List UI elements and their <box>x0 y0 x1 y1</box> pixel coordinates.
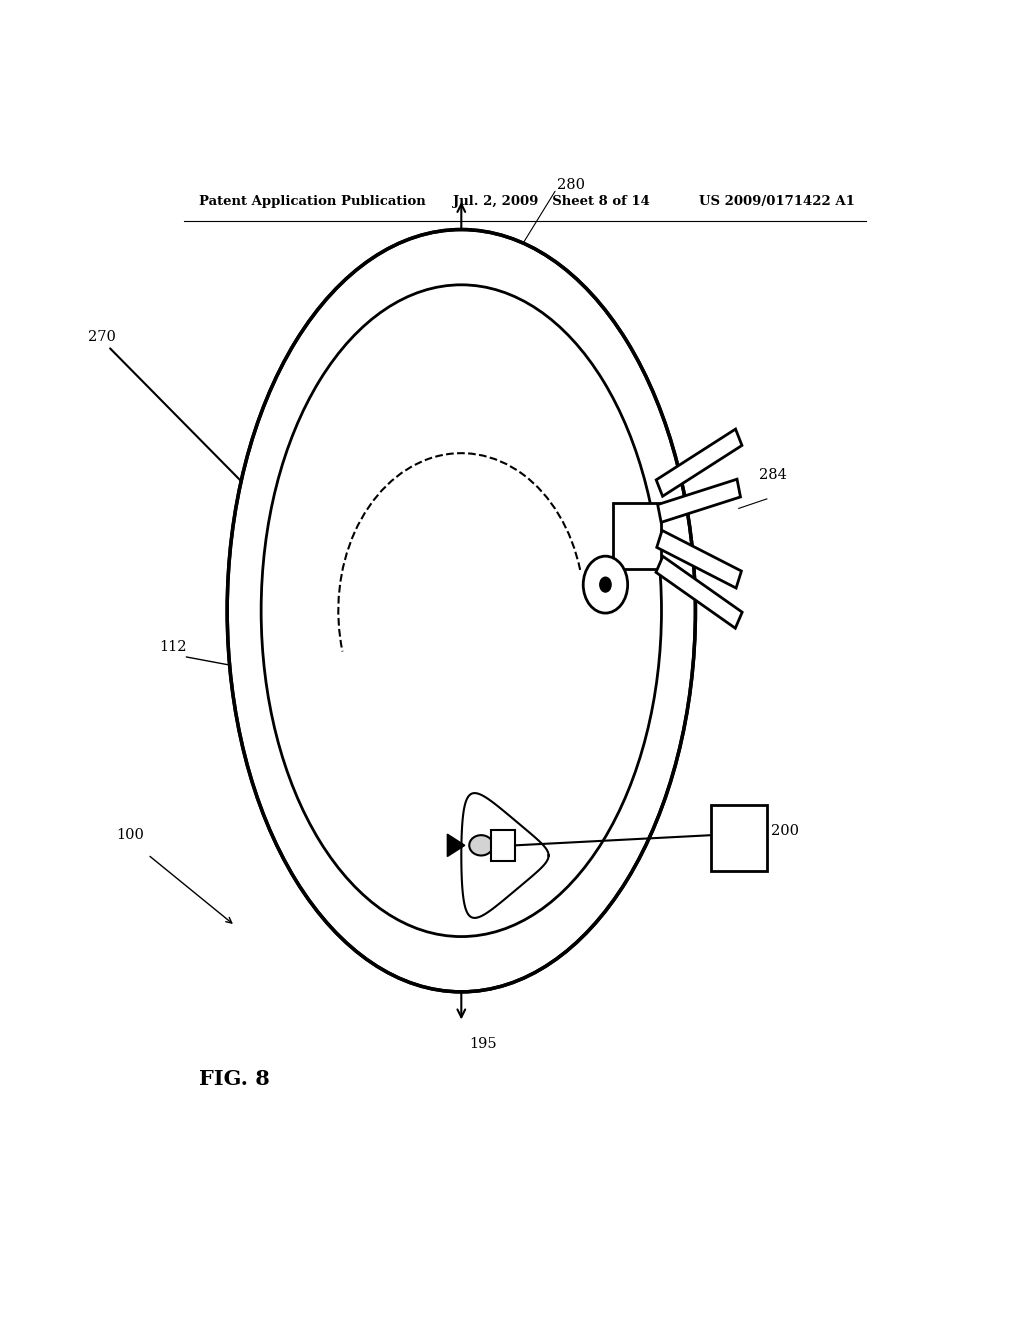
Text: 195: 195 <box>469 1036 497 1051</box>
Ellipse shape <box>469 836 494 855</box>
Circle shape <box>584 556 628 612</box>
Text: 112: 112 <box>160 640 187 655</box>
Text: 280: 280 <box>557 178 585 191</box>
Circle shape <box>599 577 611 593</box>
Text: 150: 150 <box>382 829 410 843</box>
Text: 200: 200 <box>771 824 799 838</box>
Text: 210: 210 <box>469 809 497 822</box>
Polygon shape <box>546 711 684 956</box>
Text: 170: 170 <box>274 594 302 609</box>
Text: US 2009/0171422 A1: US 2009/0171422 A1 <box>699 194 855 207</box>
Bar <box>712 805 767 871</box>
Text: 100: 100 <box>116 829 144 842</box>
Text: 205: 205 <box>521 865 549 879</box>
Text: 120: 120 <box>422 562 453 579</box>
Text: 112: 112 <box>632 722 659 735</box>
Text: 180: 180 <box>577 605 604 619</box>
Text: 165: 165 <box>532 462 560 477</box>
Text: 235: 235 <box>473 325 501 339</box>
Text: 160: 160 <box>331 467 358 482</box>
Polygon shape <box>656 531 741 587</box>
Text: 190: 190 <box>477 906 505 920</box>
Polygon shape <box>447 834 465 857</box>
Polygon shape <box>656 556 742 628</box>
Text: Patent Application Publication: Patent Application Publication <box>200 194 426 207</box>
Polygon shape <box>489 234 695 729</box>
Text: FIG. 8: FIG. 8 <box>200 1069 270 1089</box>
Text: Jul. 2, 2009   Sheet 8 of 14: Jul. 2, 2009 Sheet 8 of 14 <box>454 194 650 207</box>
Bar <box>492 830 515 861</box>
Text: 140: 140 <box>267 681 295 696</box>
Text: 284: 284 <box>759 467 786 482</box>
Text: 270: 270 <box>88 330 116 345</box>
Text: 130: 130 <box>553 737 581 751</box>
Bar <box>613 503 660 569</box>
Polygon shape <box>227 230 494 991</box>
Ellipse shape <box>227 230 695 991</box>
Text: 110: 110 <box>331 859 358 873</box>
Polygon shape <box>656 429 742 496</box>
Polygon shape <box>657 479 740 523</box>
